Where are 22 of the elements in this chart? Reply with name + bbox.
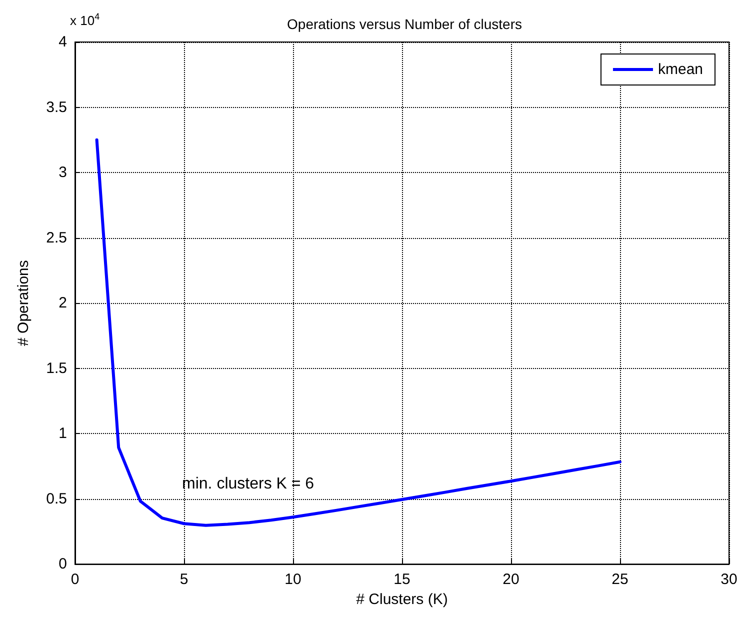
x-tick-label: 20 [502,571,520,588]
x-tick-label: 10 [284,571,302,588]
y-tick-label: 2 [58,294,67,312]
x-axis-title: # Clusters (K) [356,591,448,608]
x-tick-label: 15 [394,571,410,588]
y-tick-label: 0 [58,556,67,573]
y-tick-label: 4 [58,34,67,50]
x-tick-label: 30 [720,571,738,588]
y-axis-title: # Operations [15,260,32,346]
y-tick-label: 3.5 [46,98,67,116]
y-tick-label: 1.5 [46,360,67,377]
y-tick-label: 2.5 [46,229,67,246]
y-tick-label: 1 [58,425,67,442]
x-tick-label: 5 [180,571,188,588]
y-tick-label: 3 [58,164,67,182]
x-tick-label: 25 [612,571,628,588]
legend-label: kmean [658,61,704,78]
line-series [95,138,622,527]
annotation: min. clusters K = 6 [182,475,314,492]
y-tick-label: 0.5 [46,490,67,508]
chart-title: Operations versus Number of clusters [287,16,522,32]
x-tick-label: 0 [70,571,80,588]
